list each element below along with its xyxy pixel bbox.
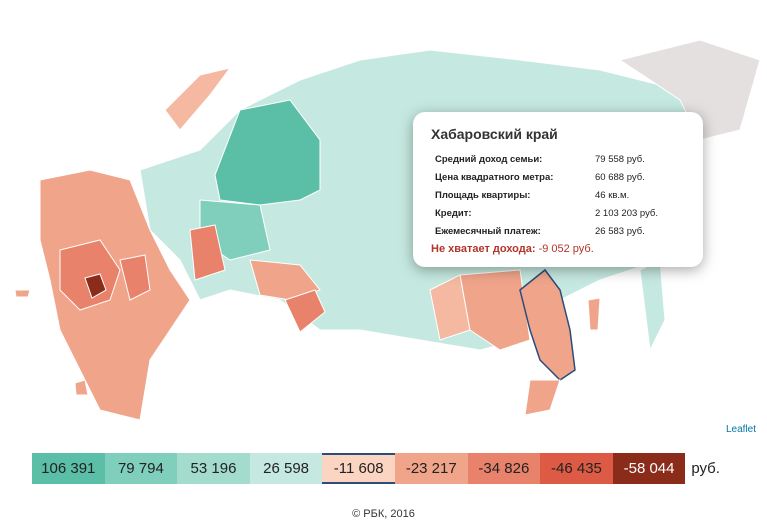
row-value: 60 688 руб. bbox=[595, 171, 645, 183]
row-value: 26 583 руб. bbox=[595, 225, 645, 237]
row-value: 46 кв.м. bbox=[595, 189, 630, 201]
row-label: Площадь квартиры: bbox=[435, 189, 531, 201]
region bbox=[214, 99, 321, 206]
shortfall: Не хватает дохода: -9 052 руб. bbox=[431, 243, 685, 255]
legend-unit: руб. bbox=[691, 460, 720, 477]
legend-item: -34 826 bbox=[467, 453, 541, 484]
legend-item: 53 196 bbox=[177, 453, 250, 484]
region bbox=[189, 224, 226, 281]
region-selected[interactable] bbox=[519, 268, 576, 381]
region bbox=[164, 67, 232, 131]
legend: 106 391 79 794 53 196 26 598 -11 608 -23… bbox=[32, 453, 720, 484]
popup-title: Хабаровский край bbox=[431, 126, 558, 142]
row-label: Кредит: bbox=[435, 207, 472, 219]
region bbox=[84, 273, 107, 299]
region bbox=[14, 289, 31, 298]
region bbox=[639, 259, 666, 352]
row-value: 79 558 руб. bbox=[595, 153, 645, 165]
shortfall-value: -9 052 руб. bbox=[538, 243, 594, 255]
shortfall-label: Не хватает дохода: bbox=[431, 243, 536, 255]
row-value: 2 103 203 руб. bbox=[595, 207, 659, 219]
region bbox=[618, 39, 761, 141]
legend-item: -58 044 bbox=[612, 453, 686, 484]
legend-item: 106 391 bbox=[32, 453, 105, 484]
region bbox=[74, 379, 89, 396]
popup: Хабаровский край Средний доход семьи: 79 … bbox=[413, 112, 703, 267]
region bbox=[587, 297, 601, 331]
popup-table: Средний доход семьи: 79 558 руб. Цена ква… bbox=[435, 150, 658, 240]
row-label: Ежемесячный платеж: bbox=[435, 225, 541, 237]
row-label: Цена квадратного метра: bbox=[435, 171, 554, 183]
row-label: Средний доход семьи: bbox=[435, 153, 543, 165]
region bbox=[284, 289, 326, 333]
region bbox=[524, 379, 561, 416]
legend-item: -46 435 bbox=[540, 453, 613, 484]
footer: © РБК, 2016 bbox=[352, 508, 415, 520]
legend-item: 26 598 bbox=[249, 453, 323, 484]
legend-item: -11 608 bbox=[322, 453, 395, 484]
region bbox=[119, 254, 151, 301]
legend-item: -23 217 bbox=[394, 453, 468, 484]
region bbox=[59, 239, 121, 311]
attribution[interactable]: Leaflet bbox=[726, 424, 757, 435]
legend-item: 79 794 bbox=[104, 453, 178, 484]
region bbox=[39, 169, 191, 421]
region bbox=[459, 269, 531, 351]
